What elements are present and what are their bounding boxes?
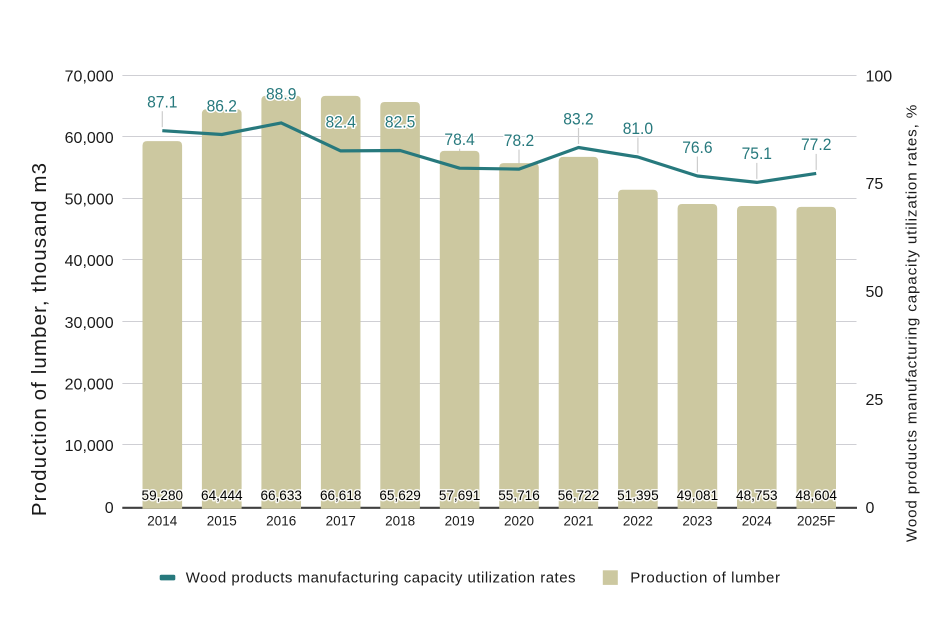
svg-text:Production of lumber: Production of lumber (630, 570, 780, 587)
svg-text:Wood products manufacturing ca: Wood products manufacturing capacity uti… (904, 104, 921, 542)
svg-text:77.2: 77.2 (801, 135, 831, 154)
svg-text:Wood products manufacturing ca: Wood products manufacturing capacity uti… (186, 570, 576, 587)
svg-text:2025F: 2025F (797, 513, 835, 528)
svg-text:2019: 2019 (445, 513, 475, 528)
svg-text:40,000: 40,000 (65, 253, 114, 270)
svg-text:66,633: 66,633 (260, 487, 302, 503)
svg-text:2024: 2024 (742, 513, 773, 528)
svg-text:75.1: 75.1 (742, 144, 772, 163)
svg-text:83.2: 83.2 (563, 109, 593, 128)
svg-text:25: 25 (866, 392, 884, 409)
svg-text:76.6: 76.6 (682, 138, 712, 157)
svg-text:51,395: 51,395 (617, 487, 659, 503)
svg-text:2018: 2018 (385, 513, 415, 528)
svg-text:0: 0 (866, 500, 875, 517)
svg-text:57,691: 57,691 (439, 487, 481, 503)
svg-text:75: 75 (866, 176, 884, 193)
svg-text:86.2: 86.2 (207, 96, 237, 115)
svg-text:30,000: 30,000 (65, 315, 114, 332)
svg-text:2022: 2022 (623, 513, 653, 528)
svg-text:64,444: 64,444 (201, 487, 243, 503)
svg-text:2016: 2016 (266, 513, 296, 528)
svg-text:Production of lumber, thousand: Production of lumber, thousand m3 (28, 162, 51, 516)
svg-text:55,716: 55,716 (498, 487, 540, 503)
svg-text:2017: 2017 (326, 513, 356, 528)
svg-text:48,604: 48,604 (795, 487, 837, 503)
svg-text:48,753: 48,753 (736, 487, 778, 503)
svg-text:60,000: 60,000 (65, 130, 114, 147)
svg-text:50: 50 (866, 284, 884, 301)
svg-text:81.0: 81.0 (623, 119, 653, 138)
svg-text:2014: 2014 (147, 513, 178, 528)
svg-text:10,000: 10,000 (65, 438, 114, 455)
svg-text:20,000: 20,000 (65, 377, 114, 394)
svg-text:82.5: 82.5 (385, 112, 415, 131)
svg-text:88.9: 88.9 (266, 85, 296, 104)
svg-text:78.4: 78.4 (444, 130, 474, 149)
svg-text:78.2: 78.2 (504, 131, 534, 150)
svg-text:59,280: 59,280 (142, 487, 184, 503)
svg-text:2020: 2020 (504, 513, 534, 528)
svg-text:100: 100 (866, 68, 893, 85)
svg-text:0: 0 (105, 500, 114, 517)
svg-text:2023: 2023 (682, 513, 712, 528)
svg-text:82.4: 82.4 (326, 113, 356, 132)
svg-text:66,618: 66,618 (320, 487, 362, 503)
svg-text:50,000: 50,000 (65, 192, 114, 209)
svg-text:65,629: 65,629 (379, 487, 421, 503)
svg-text:70,000: 70,000 (65, 68, 114, 85)
svg-text:2021: 2021 (563, 513, 593, 528)
svg-text:87.1: 87.1 (147, 93, 177, 112)
svg-text:2015: 2015 (207, 513, 237, 528)
svg-text:49,081: 49,081 (677, 487, 719, 503)
svg-text:56,722: 56,722 (558, 487, 600, 503)
